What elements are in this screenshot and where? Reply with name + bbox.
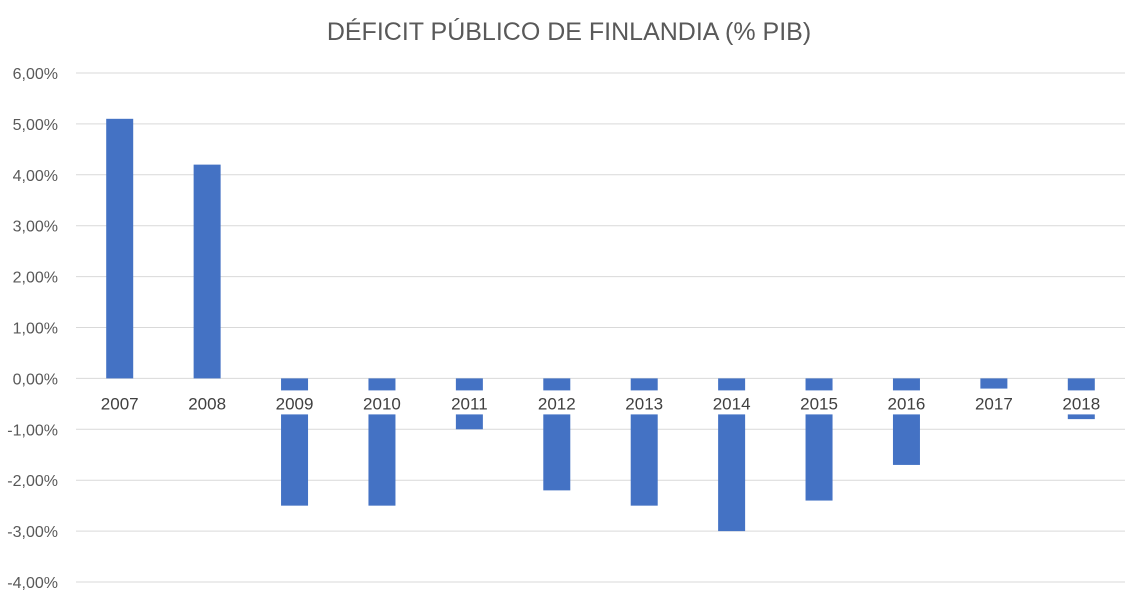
x-tick-label: 2014 [713,394,751,413]
y-axis-ticks: 6,00% 5,00% 4,00% 3,00% 2,00% 1,00% 0,00% -1,00… [7,66,58,592]
bars [106,118,1095,532]
y-tick-label: 4,00% [13,168,58,185]
bar [805,414,833,501]
y-tick-label: -3,00% [7,524,58,541]
bar [892,378,920,391]
bar [193,164,221,379]
x-tick-label: 2015 [800,394,838,413]
bar [455,378,483,391]
bar [718,414,746,532]
x-tick-label: 2008 [188,394,226,413]
x-tick-label: 2010 [363,394,401,413]
x-tick-label: 2012 [538,394,576,413]
y-tick-label: -2,00% [7,473,58,490]
x-tick-label: 2007 [101,394,139,413]
y-tick-label: -4,00% [7,575,58,592]
y-tick-label: 1,00% [13,321,58,338]
chart-title: DÉFICIT PÚBLICO DE FINLANDIA (% PIB) [327,17,811,46]
gridlines [76,72,1125,583]
y-tick-label: 0,00% [13,371,58,388]
x-tick-label: 2016 [888,394,926,413]
bar [281,414,309,506]
x-tick-label: 2018 [1062,394,1100,413]
bar [980,378,1008,389]
y-tick-label: -1,00% [7,422,58,439]
bar [718,378,746,391]
x-axis-ticks: 2007 2008 2009 2010 2011 2012 2013 2014 2015 2016… [101,394,1100,413]
x-tick-label: 2013 [625,394,663,413]
bar [543,414,571,491]
bar [368,414,396,506]
bar [805,378,833,391]
bar [281,378,309,391]
bar [630,414,658,506]
x-tick-label: 2017 [975,394,1013,413]
bar [455,414,483,430]
y-tick-label: 3,00% [13,219,58,236]
bar [892,414,920,465]
bar [106,118,134,379]
y-tick-label: 5,00% [13,117,58,134]
bar [543,378,571,391]
bar [368,378,396,391]
x-tick-label: 2009 [276,394,314,413]
bar [630,378,658,391]
y-tick-label: 2,00% [13,270,58,287]
y-tick-label: 6,00% [13,66,58,83]
bar [1067,378,1095,391]
bar [1067,414,1095,420]
x-tick-label: 2011 [451,394,488,413]
